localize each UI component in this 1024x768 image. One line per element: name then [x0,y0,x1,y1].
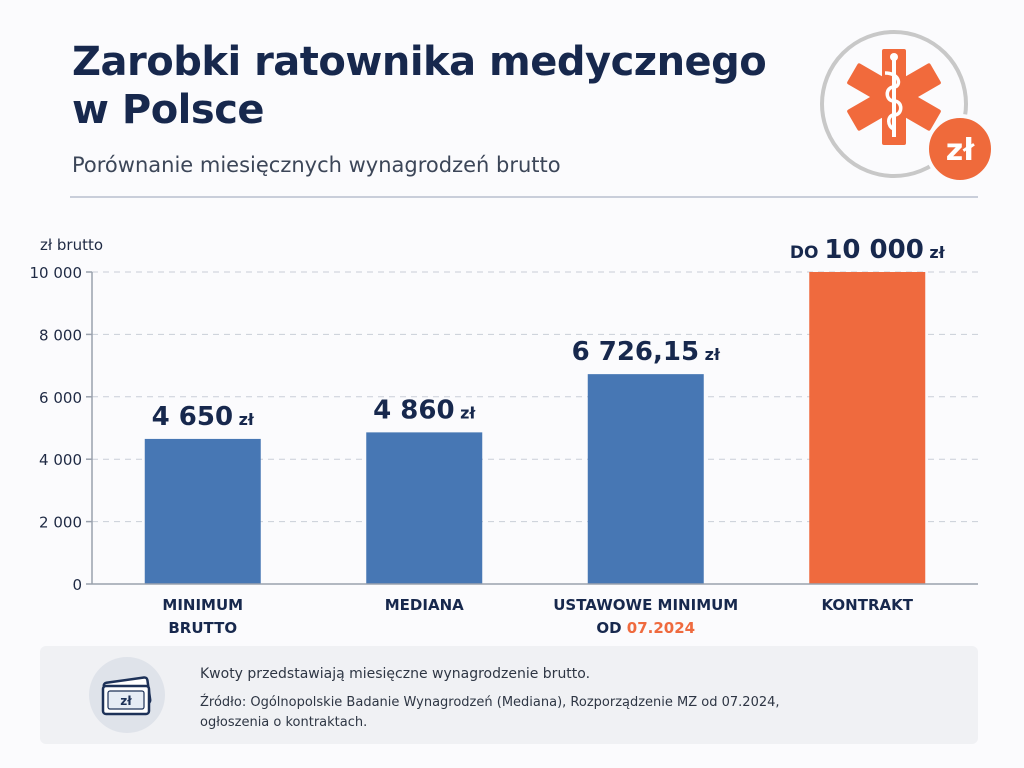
category-label-line2: BRUTTO [168,619,237,637]
category-label: MINIMUM [162,596,243,614]
page-subtitle: Porównanie miesięcznych wynagrodzeń brut… [72,153,561,177]
bars [144,272,926,584]
y-axis-label: zł brutto [40,236,103,254]
y-tick-label: 4 000 [39,451,82,469]
footer-panel: zł Kwoty przedstawiają miesięczne wynagr… [40,646,978,744]
y-tick-label: 6 000 [39,389,82,407]
bar-value-label: DO 10 000 zł [790,235,946,265]
category-label: KONTRAKT [821,596,913,614]
category-labels: MINIMUM BRUTTO MEDIANA USTAWOWE MINIMUM OD 0… [162,596,913,637]
page-title: Zarobki ratownika medycznego w Polsce [72,39,767,133]
money-bill-text: zł [120,694,132,708]
bar-1 [144,438,261,584]
category-label: MEDIANA [385,596,464,614]
bar-value-label: 6 726,15 zł [572,337,721,367]
header-divider [70,196,978,198]
salary-bar-chart: zł brutto 0 2 000 4 000 6 000 8 000 10 000 4 … [30,235,978,637]
ambulance-salary-logo: zł [820,30,995,184]
logo-badge [925,114,995,184]
bar-value-label: 4 860 zł [373,395,476,425]
y-tick-label: 10 000 [30,264,83,282]
category-label: USTAWOWE MINIMUM [553,596,738,614]
money-bill-icon: zł [89,657,165,733]
logo-badge-text: zł [946,133,975,168]
footer-note: Kwoty przedstawiają miesięczne wynagrodz… [200,666,591,682]
logo-ring [820,30,968,178]
bar-value-label: 4 650 zł [152,402,255,432]
bar-labels: 4 650 zł 4 860 zł 6 726,15 zł DO 10 000 zł [152,235,946,432]
y-tick-label: 8 000 [39,326,82,344]
y-tick-label: 2 000 [39,514,82,532]
y-tick-label: 0 [72,576,82,594]
star-of-life-icon [847,49,941,145]
category-label-line2: OD 07.2024 [596,619,695,637]
footer-source: Źródło: Ogólnopolskie Badanie Wynagrodze… [200,695,780,730]
bar-3 [587,374,704,584]
bar-4 [809,272,926,584]
bar-2 [366,432,483,584]
